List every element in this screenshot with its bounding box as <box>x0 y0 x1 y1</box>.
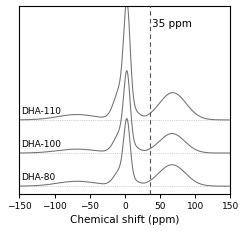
X-axis label: Chemical shift (ppm): Chemical shift (ppm) <box>70 214 180 224</box>
Text: 35 ppm: 35 ppm <box>152 18 191 28</box>
Text: DHA-100: DHA-100 <box>21 140 61 149</box>
Text: DHA-80: DHA-80 <box>21 173 55 182</box>
Text: DHA-110: DHA-110 <box>21 106 61 116</box>
